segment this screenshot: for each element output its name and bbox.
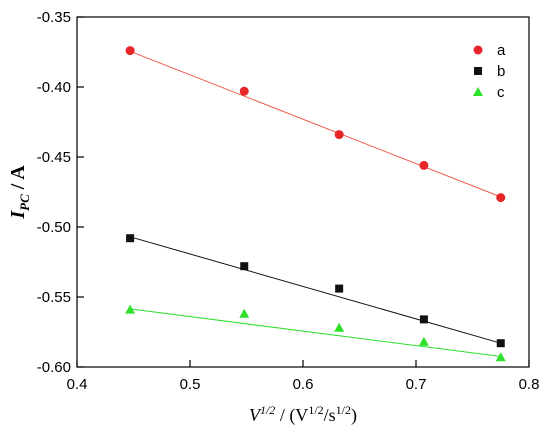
fit-line-a [129,50,501,198]
x-tick-label: 0.5 [180,376,201,393]
data-point-a [125,46,135,56]
fit-line-b [129,236,501,344]
data-markers [125,46,506,362]
legend-marker-b [474,67,482,75]
legend-label-c: c [497,84,505,101]
legend-label-b: b [497,63,505,80]
data-point-c [418,336,429,346]
fit-lines [129,50,501,357]
legend-marker-a [473,45,483,55]
y-tick-label: -0.40 [37,79,71,96]
x-tick-label: 0.8 [519,376,540,393]
fit-line-c [130,308,501,357]
x-axis-title: V1/2 / (V1/2/s1/2) [249,403,357,426]
plot-frame [76,16,530,368]
y-tick-label: -0.60 [37,359,71,376]
data-point-c [125,304,136,314]
axis-ticks: 0.4 0.5 0.6 0.7 0.8 -0.35 -0.40 -0.45 -0.50 -0.55… [37,9,540,393]
data-point-b [240,262,249,271]
data-point-b [496,339,505,348]
y-axis-title: IPC / A [7,165,32,220]
legend-label-a: a [497,42,506,59]
legend: abc [473,42,506,101]
y-tick-label: -0.55 [37,289,71,306]
data-point-c [334,322,345,332]
y-tick-label: -0.45 [37,149,71,166]
y-tick-label: -0.50 [37,219,71,236]
x-tick-label: 0.6 [293,376,314,393]
data-point-a [239,86,249,96]
data-point-a [419,160,429,170]
data-point-c [239,308,250,318]
y-tick-label: -0.35 [37,9,71,26]
data-point-b [335,284,344,293]
data-point-b [419,315,428,324]
data-point-a [334,130,344,140]
data-point-b [126,234,135,243]
x-tick-label: 0.4 [67,376,88,393]
legend-marker-c [473,87,483,96]
data-point-a [496,193,506,203]
x-tick-label: 0.7 [406,376,427,393]
data-point-c [495,352,506,362]
